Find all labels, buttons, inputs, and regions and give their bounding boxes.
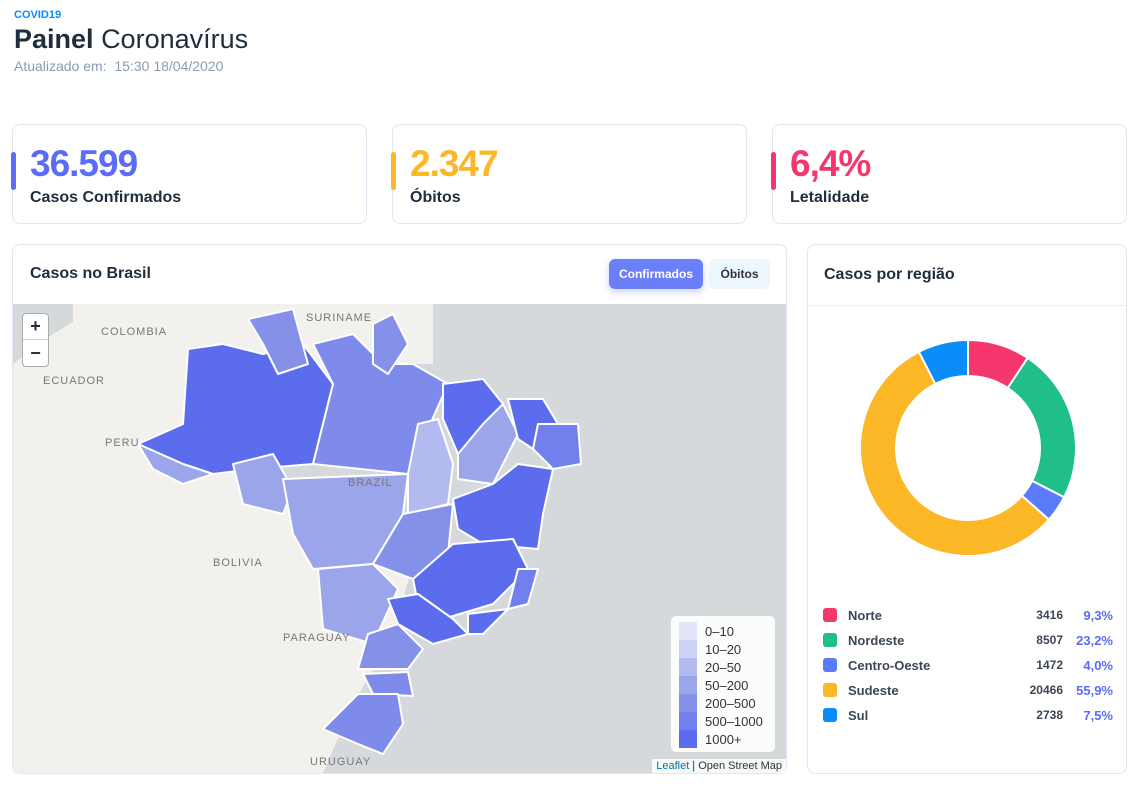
region-pct: 55,9% — [1076, 682, 1113, 698]
kicker: COVID19 — [14, 9, 62, 21]
legend-label: 0–10 — [705, 623, 734, 639]
region-color-swatch — [823, 683, 837, 697]
legend-row: 200–500 — [679, 694, 767, 712]
region-pct: 7,5% — [1083, 707, 1113, 723]
state-RS — [322, 693, 404, 755]
region-name: Nordeste — [848, 632, 905, 648]
state-SC — [362, 671, 414, 697]
region-pct: 4,0% — [1083, 657, 1113, 673]
brazil-map[interactable]: COLOMBIA SURINAME ECUADOR PERU BRAZIL BO… — [13, 304, 786, 773]
label-ecuador: ECUADOR — [43, 375, 105, 387]
legend-row: 10–20 — [679, 640, 767, 658]
label-uruguay: URUGUAY — [310, 756, 371, 768]
region-color-swatch — [823, 633, 837, 647]
region-count: 1472 — [1036, 658, 1063, 672]
label-peru: PERU — [105, 437, 140, 449]
state-AP — [372, 313, 409, 375]
region-panel — [807, 244, 1127, 774]
state-BA — [452, 463, 554, 550]
region-color-swatch — [823, 658, 837, 672]
map-legend: 0–10 10–20 20–50 50–200 200–500 500–1000 1000+ — [671, 616, 775, 752]
label-paraguay: PARAGUAY — [283, 632, 351, 644]
state-RJ — [467, 608, 509, 635]
legend-label: 20–50 — [705, 659, 742, 675]
legend-row: 0–10 — [679, 622, 767, 640]
legend-swatch — [679, 694, 697, 712]
state-AC — [137, 443, 214, 485]
state-MS — [317, 563, 399, 645]
region-row-centro-oeste: Centro-Oeste 1472 4,0% — [823, 656, 1113, 674]
updated-at: Atualizado em: 15:30 18/04/2020 — [14, 58, 224, 74]
legend-row: 20–50 — [679, 658, 767, 676]
legend-swatch — [679, 640, 697, 658]
tab-confirmados[interactable]: Confirmados — [609, 259, 703, 289]
legend-label: 1000+ — [705, 731, 742, 747]
map-attribution: Leaflet | Open Street Map — [652, 759, 786, 773]
donut-slice-sudeste[interactable] — [859, 350, 1051, 557]
stat-confirmed: 36.599 Casos Confirmados — [11, 124, 367, 224]
legend-label: 10–20 — [705, 641, 742, 657]
state-PR — [357, 623, 424, 670]
region-pct: 9,3% — [1083, 607, 1113, 623]
region-count: 8507 — [1036, 633, 1063, 647]
region-donut-chart — [859, 338, 1077, 557]
state-ES — [507, 568, 539, 610]
donut-slice-sul[interactable] — [917, 338, 969, 386]
region-name: Sudeste — [848, 682, 899, 698]
map-panel-title: Casos no Brasil — [30, 265, 151, 282]
donut-slice-nordeste[interactable] — [1006, 356, 1077, 499]
zoom-out-button[interactable]: − — [30, 342, 41, 363]
legend-label: 500–1000 — [705, 713, 763, 729]
leaflet-link[interactable]: Leaflet — [656, 760, 690, 772]
legend-row: 50–200 — [679, 676, 767, 694]
legend-label: 200–500 — [705, 695, 756, 711]
state-RR — [247, 308, 309, 375]
region-count: 2738 — [1036, 708, 1063, 722]
legend-swatch — [679, 622, 697, 640]
region-panel-title: Casos por região — [824, 266, 955, 283]
zoom-in-button[interactable]: + — [23, 314, 48, 340]
title-bold: Painel — [14, 24, 94, 54]
zoom-control: + − — [22, 313, 49, 367]
page-title: Painel Coronavírus — [14, 24, 248, 55]
label-suriname: SURINAME — [306, 312, 372, 324]
legend-row: 1000+ — [679, 730, 767, 748]
region-name: Norte — [848, 607, 882, 623]
stat-lethality: 6,4% Letalidade — [771, 124, 1127, 224]
legend-swatch — [679, 658, 697, 676]
region-row-norte: Norte 3416 9,3% — [823, 606, 1113, 624]
region-row-sudeste: Sudeste 20466 55,9% — [823, 681, 1113, 699]
tab-obitos[interactable]: Óbitos — [709, 259, 770, 289]
label-brazil: BRAZIL — [348, 477, 393, 489]
region-count: 20466 — [1029, 683, 1063, 697]
label-bolivia: BOLIVIA — [213, 557, 263, 569]
legend-swatch — [679, 730, 697, 748]
title-rest: Coronavírus — [101, 24, 249, 54]
legend-swatch — [679, 676, 697, 694]
stat-deaths: 2.347 Óbitos — [391, 124, 747, 224]
legend-row: 500–1000 — [679, 712, 767, 730]
region-row-nordeste: Nordeste 8507 23,2% — [823, 631, 1113, 649]
region-color-swatch — [823, 608, 837, 622]
region-pct: 23,2% — [1076, 632, 1113, 648]
legend-swatch — [679, 712, 697, 730]
region-count: 3416 — [1036, 608, 1063, 622]
region-row-sul: Sul 2738 7,5% — [823, 706, 1113, 724]
legend-label: 50–200 — [705, 677, 749, 693]
region-color-swatch — [823, 708, 837, 722]
region-name: Sul — [848, 707, 869, 723]
label-colombia: COLOMBIA — [101, 326, 167, 338]
region-name: Centro-Oeste — [848, 657, 931, 673]
state-NE — [532, 423, 582, 470]
